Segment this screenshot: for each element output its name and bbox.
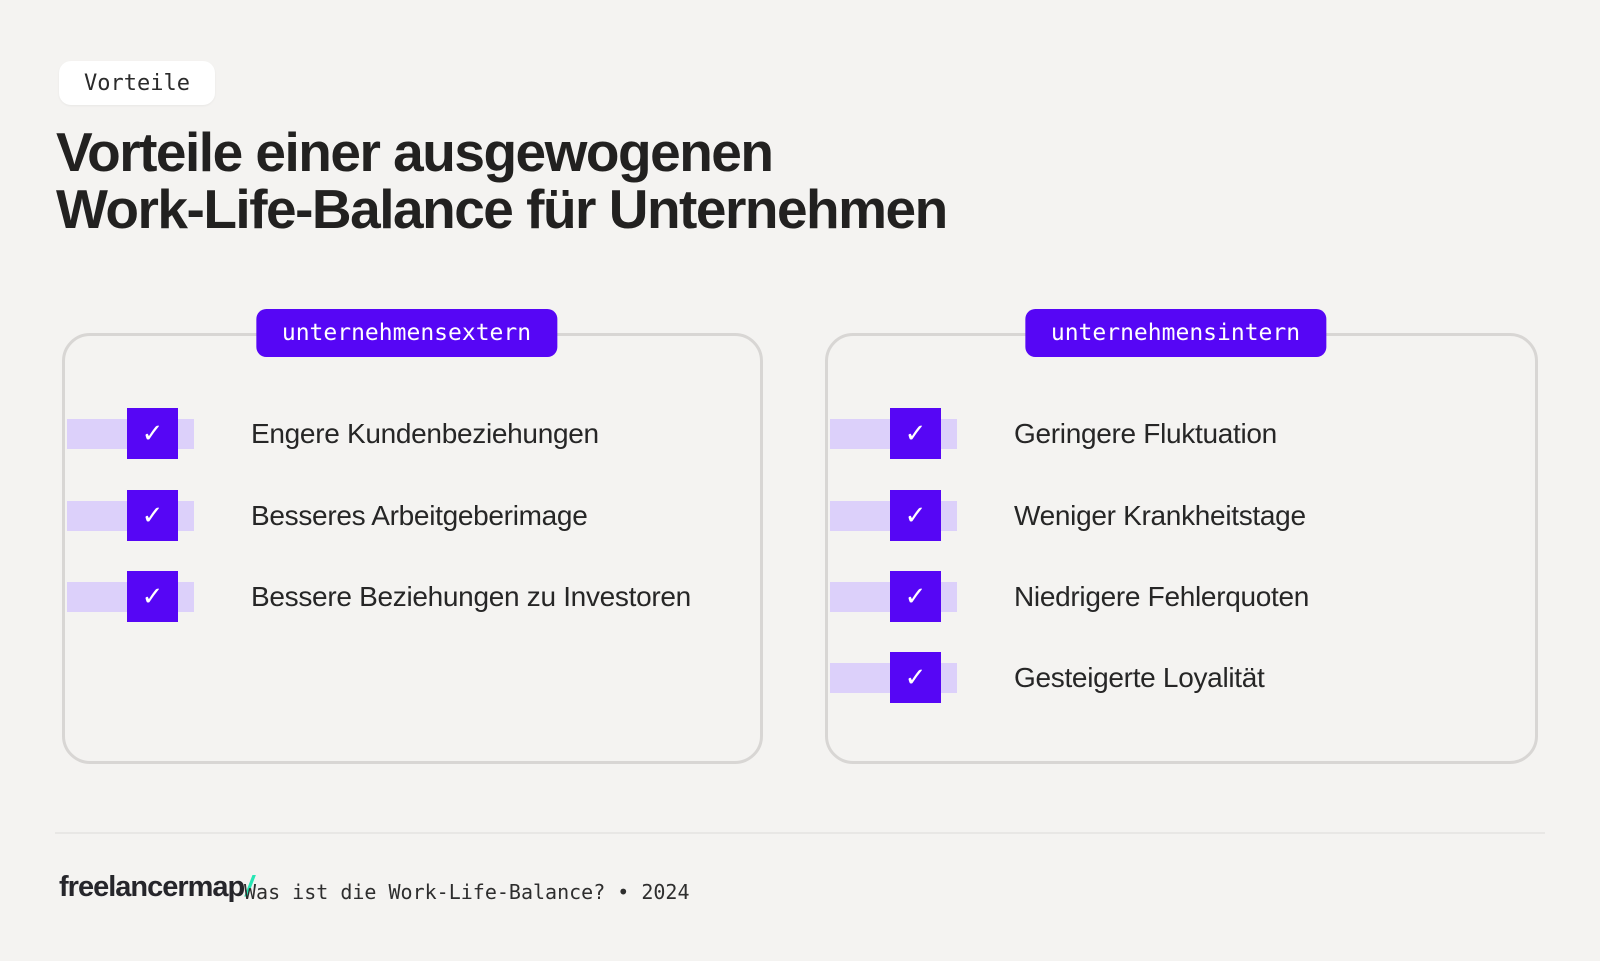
benefit-item: ✓ Besseres Arbeitgeberimage bbox=[65, 490, 760, 542]
category-tag: Vorteile bbox=[59, 61, 215, 105]
benefit-item: ✓ Bessere Beziehungen zu Investoren bbox=[65, 571, 760, 623]
benefit-label: Engere Kundenbeziehungen bbox=[251, 417, 599, 449]
benefit-item: ✓ Geringere Fluktuation bbox=[828, 408, 1535, 460]
footer-divider bbox=[55, 832, 1545, 834]
brand-logo-slash-icon: / bbox=[245, 871, 253, 903]
benefit-label: Bessere Beziehungen zu Investoren bbox=[251, 580, 691, 612]
checkmark-icon: ✓ bbox=[890, 652, 941, 703]
benefit-label: Besseres Arbeitgeberimage bbox=[251, 499, 588, 531]
benefit-item: ✓ Engere Kundenbeziehungen bbox=[65, 408, 760, 460]
checkmark-icon: ✓ bbox=[890, 408, 941, 459]
checkmark-icon: ✓ bbox=[127, 571, 178, 622]
page-title-line1: Vorteile einer ausgewogenen bbox=[56, 121, 774, 183]
category-tag-label: Vorteile bbox=[84, 70, 190, 96]
brand-logo: freelancermap/ bbox=[59, 871, 253, 904]
badge-unternehmensextern: unternehmensextern bbox=[255, 309, 558, 357]
checkmark-icon: ✓ bbox=[127, 408, 178, 459]
benefit-item: ✓ Weniger Krankheitstage bbox=[828, 490, 1535, 542]
page-title-line2: Work-Life-Balance für Unternehmen bbox=[56, 178, 948, 240]
benefit-label: Weniger Krankheitstage bbox=[1014, 499, 1306, 531]
card-unternehmensintern: unternehmensintern ✓ Geringere Fluktuati… bbox=[825, 309, 1538, 764]
benefit-label: Niedrigere Fehlerquoten bbox=[1014, 580, 1310, 612]
card-unternehmensextern: unternehmensextern ✓ Engere Kundenbezieh… bbox=[62, 309, 763, 764]
benefit-item: ✓ Niedrigere Fehlerquoten bbox=[828, 571, 1535, 623]
benefit-label: Geringere Fluktuation bbox=[1014, 417, 1277, 449]
checkmark-icon: ✓ bbox=[890, 571, 941, 622]
benefit-label: Gesteigerte Loyalität bbox=[1014, 661, 1265, 693]
badge-unternehmensintern: unternehmensintern bbox=[1024, 309, 1327, 357]
brand-logo-text: freelancermap bbox=[59, 871, 245, 903]
page-title: Vorteile einer ausgewogenen Work-Life-Ba… bbox=[56, 121, 948, 240]
benefit-item: ✓ Gesteigerte Loyalität bbox=[828, 652, 1535, 704]
footer-caption: Was ist die Work-Life-Balance? • 2024 bbox=[244, 880, 690, 904]
checkmark-icon: ✓ bbox=[127, 490, 178, 541]
checkmark-icon: ✓ bbox=[890, 490, 941, 541]
